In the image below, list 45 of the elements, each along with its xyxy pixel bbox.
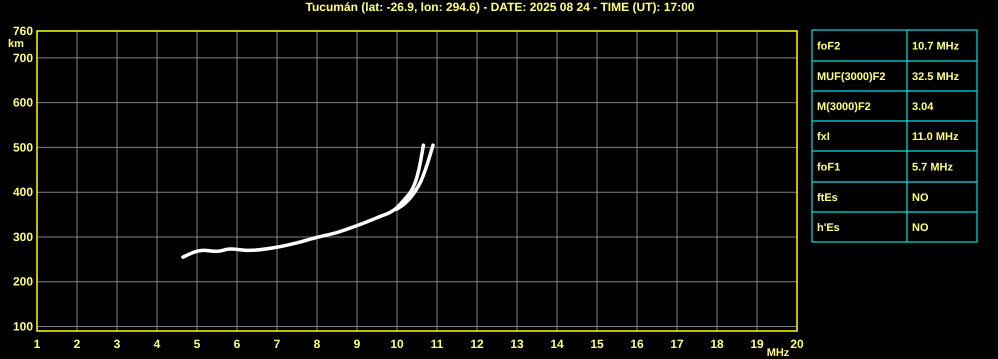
x-tick-label: 5: [194, 337, 201, 351]
x-tick-label: 18: [710, 337, 724, 351]
text: ftEs: [817, 192, 838, 204]
x-tick-label: 1: [34, 337, 41, 351]
text: 5.7 MHz: [912, 162, 954, 174]
x-tick-label: 11: [430, 337, 444, 351]
text: h'Es: [817, 222, 840, 234]
x-tick-label: 12: [470, 337, 484, 351]
y-tick-label: 700: [12, 50, 34, 65]
x-tick-label: 7: [274, 337, 281, 351]
text: 32.5 MHz: [912, 71, 960, 83]
text: MUF(3000)F2: [817, 71, 886, 83]
x-tick-label: 8: [314, 337, 321, 351]
x-tick-label: 3: [114, 337, 121, 351]
x-tick-label: 10: [390, 337, 404, 351]
text: foF1: [817, 162, 840, 174]
text: 10.7 MHz: [912, 40, 960, 52]
y-tick-label: 400: [12, 185, 34, 200]
text: 3.04: [912, 101, 934, 113]
y-tick-label: 300: [12, 230, 34, 244]
y-tick-label: 100: [12, 320, 34, 334]
x-tick-label: 14: [550, 337, 564, 351]
x-tick-label: 20: [790, 337, 804, 351]
x-tick-label: 13: [510, 337, 524, 351]
x-tick-label: 9: [354, 337, 361, 351]
chart-title: Tucumán (lat: -26.9, lon: 294.6) - DATE: 2025 08 24 - TIME (UT): 17:00: [306, 0, 695, 14]
y-tick-label: 600: [12, 96, 34, 110]
text: 11.0 MHz: [912, 131, 959, 143]
y-tick-label: 760: [12, 24, 34, 38]
x-tick-label: 15: [590, 337, 604, 351]
y-tick-label: 200: [12, 274, 34, 289]
text: foF2: [817, 40, 840, 52]
y-tick-label: 500: [12, 140, 34, 154]
text: M(3000)F2: [817, 101, 871, 113]
text: NO: [912, 192, 929, 204]
text: fxI: [817, 131, 830, 143]
x-axis-title: MHz: [766, 347, 790, 359]
x-tick-label: 17: [670, 337, 684, 351]
x-tick-label: 4: [154, 337, 161, 351]
x-tick-label: 6: [234, 337, 241, 351]
x-tick-label: 19: [750, 337, 764, 351]
x-tick-label: 16: [630, 337, 644, 351]
text: NO: [912, 222, 929, 234]
x-tick-label: 2: [74, 337, 81, 351]
y-axis-title: km: [8, 38, 24, 50]
